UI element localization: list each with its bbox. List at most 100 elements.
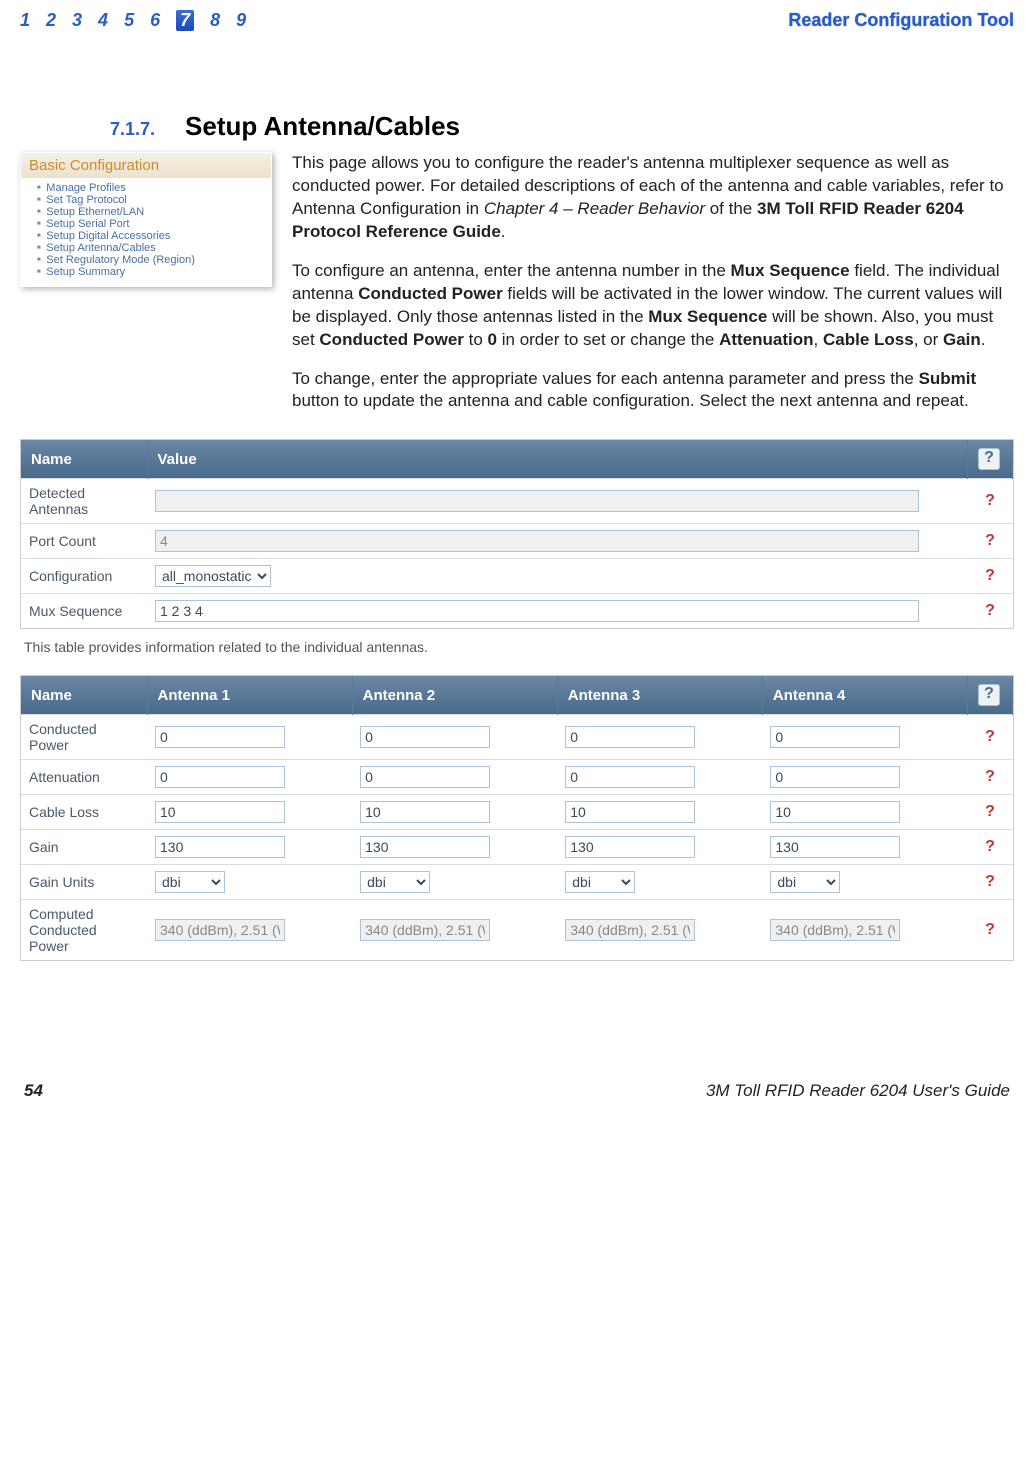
help-icon[interactable]: ?: [985, 873, 995, 890]
help-icon[interactable]: ?: [985, 567, 995, 584]
sidebar-item[interactable]: Manage Profiles: [37, 182, 263, 194]
antenna-readonly: [155, 919, 285, 941]
sidebar-item[interactable]: Set Tag Protocol: [37, 194, 263, 206]
antenna-input[interactable]: [155, 726, 285, 748]
row-label: Port Count: [21, 524, 147, 559]
body-text: This page allows you to configure the re…: [292, 152, 1014, 429]
col-header: Antenna 4: [762, 676, 967, 715]
help-icon[interactable]: ?: [985, 768, 995, 785]
text: Gain: [943, 330, 981, 349]
antenna-input[interactable]: [360, 766, 490, 788]
text: Mux Sequence: [648, 307, 767, 326]
config-select[interactable]: all_monostatic: [155, 565, 271, 587]
text: to: [464, 330, 488, 349]
nav-9[interactable]: 9: [236, 10, 246, 31]
section-title: Setup Antenna/Cables: [185, 111, 460, 142]
col-name: Name: [21, 440, 147, 479]
antenna-caption: This table provides information related …: [20, 629, 1014, 665]
text: To change, enter the appropriate values …: [292, 369, 919, 388]
nav-6[interactable]: 6: [150, 10, 160, 31]
config-input: [155, 490, 919, 512]
nav-2[interactable]: 2: [46, 10, 56, 31]
col-header: Antenna 3: [557, 676, 762, 715]
text: of the: [705, 199, 757, 218]
config-input: [155, 530, 919, 552]
row-label: Gain Units: [21, 865, 147, 900]
antenna-readonly: [770, 919, 900, 941]
help-icon[interactable]: ?: [985, 602, 995, 619]
sidebar-item[interactable]: Setup Summary: [37, 266, 263, 278]
help-icon[interactable]: ?: [985, 728, 995, 745]
help-icon[interactable]: ?: [978, 684, 1000, 706]
nav-8[interactable]: 8: [210, 10, 220, 31]
text: .: [981, 330, 986, 349]
antenna-input[interactable]: [565, 801, 695, 823]
antenna-input[interactable]: [565, 836, 695, 858]
sidebar-header: Basic Configuration: [21, 153, 271, 178]
row-label: Configuration: [21, 559, 147, 594]
text: Attenuation: [719, 330, 813, 349]
antenna-input[interactable]: [770, 836, 900, 858]
col-header: Name: [21, 676, 147, 715]
text: Conducted Power: [358, 284, 503, 303]
antenna-readonly: [360, 919, 490, 941]
nav-5[interactable]: 5: [124, 10, 134, 31]
tool-title: Reader Configuration Tool: [788, 10, 1014, 31]
text: , or: [914, 330, 943, 349]
nav-4[interactable]: 4: [98, 10, 108, 31]
antenna-input[interactable]: [770, 766, 900, 788]
text: ,: [814, 330, 823, 349]
sidebar-item[interactable]: Set Regulatory Mode (Region): [37, 254, 263, 266]
antenna-input[interactable]: [360, 836, 490, 858]
sidebar-item[interactable]: Setup Serial Port: [37, 218, 263, 230]
antenna-select[interactable]: dbi: [360, 871, 430, 893]
antenna-input[interactable]: [565, 726, 695, 748]
nav-7[interactable]: 7: [176, 10, 194, 31]
text: Mux Sequence: [731, 261, 850, 280]
top-config-table: Name Value ? Detected Antennas?Port Coun…: [20, 439, 1014, 629]
sidebar-config: Basic Configuration Manage ProfilesSet T…: [20, 152, 272, 287]
antenna-input[interactable]: [770, 726, 900, 748]
help-icon[interactable]: ?: [985, 921, 995, 938]
chapter-nav: 123456789: [20, 10, 246, 31]
text: 0: [488, 330, 497, 349]
text: Cable Loss: [823, 330, 914, 349]
config-input[interactable]: [155, 600, 919, 622]
sidebar-item[interactable]: Setup Digital Accessories: [37, 230, 263, 242]
row-label: Gain: [21, 830, 147, 865]
antenna-input[interactable]: [155, 801, 285, 823]
col-header: Antenna 2: [352, 676, 557, 715]
row-label: Mux Sequence: [21, 594, 147, 629]
antenna-input[interactable]: [565, 766, 695, 788]
antenna-select[interactable]: dbi: [770, 871, 840, 893]
sidebar-item[interactable]: Setup Ethernet/LAN: [37, 206, 263, 218]
help-icon[interactable]: ?: [985, 492, 995, 509]
nav-1[interactable]: 1: [20, 10, 30, 31]
antenna-input[interactable]: [360, 801, 490, 823]
row-label: Cable Loss: [21, 795, 147, 830]
antenna-select[interactable]: dbi: [155, 871, 225, 893]
help-icon[interactable]: ?: [978, 448, 1000, 470]
antenna-input[interactable]: [360, 726, 490, 748]
text: Conducted Power: [319, 330, 464, 349]
page-number: 54: [24, 1081, 43, 1101]
row-label: Detected Antennas: [21, 479, 147, 524]
help-icon[interactable]: ?: [985, 838, 995, 855]
text: Chapter 4 – Reader Behavior: [484, 199, 705, 218]
help-icon[interactable]: ?: [985, 532, 995, 549]
section-number: 7.1.7.: [110, 119, 155, 140]
antenna-input[interactable]: [770, 801, 900, 823]
nav-3[interactable]: 3: [72, 10, 82, 31]
antenna-select[interactable]: dbi: [565, 871, 635, 893]
text: button to update the antenna and cable c…: [292, 391, 969, 410]
row-label: Computed Conducted Power: [21, 900, 147, 961]
antenna-readonly: [565, 919, 695, 941]
help-icon[interactable]: ?: [985, 803, 995, 820]
text: Submit: [919, 369, 977, 388]
text: in order to set or change the: [497, 330, 719, 349]
antenna-input[interactable]: [155, 766, 285, 788]
guide-title: 3M Toll RFID Reader 6204 User's Guide: [706, 1081, 1010, 1101]
col-header: Antenna 1: [147, 676, 352, 715]
antenna-input[interactable]: [155, 836, 285, 858]
sidebar-item[interactable]: Setup Antenna/Cables: [37, 242, 263, 254]
